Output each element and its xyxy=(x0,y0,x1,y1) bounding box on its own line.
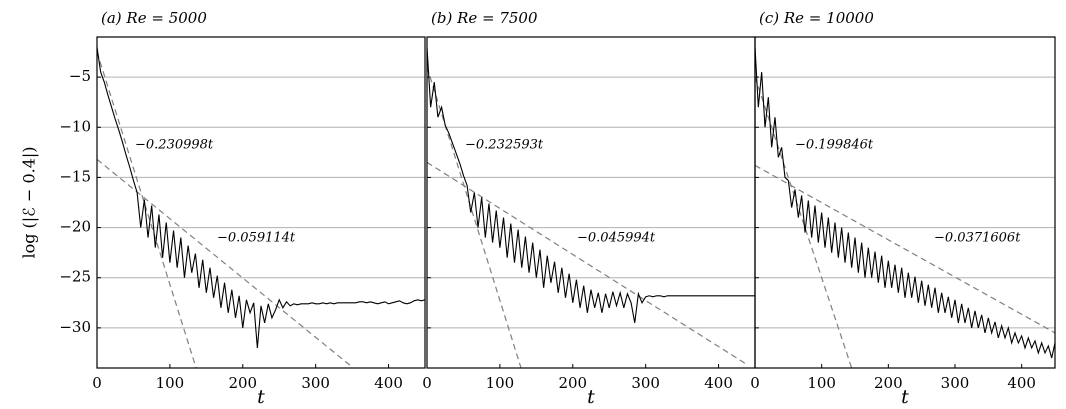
x-tick-label: 300 xyxy=(631,374,660,392)
fit-line xyxy=(427,66,522,368)
x-tick-label: 400 xyxy=(704,374,733,392)
x-axis-label: t xyxy=(587,386,595,408)
x-tick-label: 0 xyxy=(92,374,102,392)
y-tick-label: −5 xyxy=(69,67,91,85)
fit-label: −0.230998t xyxy=(135,138,214,153)
fit-line xyxy=(97,158,353,368)
x-tick-label: 200 xyxy=(874,374,903,392)
series-line xyxy=(755,46,1055,359)
plot-frame xyxy=(426,36,756,369)
x-tick-label: 400 xyxy=(374,374,403,392)
y-tick-label: −30 xyxy=(59,318,91,336)
plot-frame xyxy=(96,36,426,369)
x-axis-label: t xyxy=(901,386,909,408)
y-tick-label: −10 xyxy=(59,117,91,135)
y-tick-label: −15 xyxy=(59,167,91,185)
series-line xyxy=(97,46,425,348)
y-axis-label: log (|ℰ − 0.4|) xyxy=(20,146,39,258)
chart-title: (a) Re = 5000 xyxy=(101,9,207,27)
x-axis-label: t xyxy=(257,386,265,408)
fit-line xyxy=(755,164,1055,334)
fit-line xyxy=(755,76,853,368)
fit-line xyxy=(97,51,197,368)
fit-label: −0.0371606t xyxy=(934,231,1021,246)
chart-title: (c) Re = 10000 xyxy=(759,9,874,27)
plot-area xyxy=(755,46,1055,368)
y-tick-label: −20 xyxy=(59,218,91,236)
x-tick-label: 0 xyxy=(422,374,432,392)
fit-label: −0.045994t xyxy=(577,231,656,246)
x-tick-label: 300 xyxy=(941,374,970,392)
x-tick-label: 200 xyxy=(558,374,587,392)
y-tick-label: −25 xyxy=(59,268,91,286)
fit-label: −0.232593t xyxy=(465,138,544,153)
series-line xyxy=(427,46,755,323)
plot-area xyxy=(97,46,425,368)
x-tick-label: 300 xyxy=(301,374,330,392)
fit-label: −0.199846t xyxy=(795,138,874,153)
x-tick-label: 0 xyxy=(750,374,760,392)
plot-area xyxy=(427,46,755,368)
x-tick-label: 200 xyxy=(228,374,257,392)
fit-label: −0.059114t xyxy=(217,231,296,246)
x-tick-label: 100 xyxy=(807,374,836,392)
plot-frame xyxy=(754,36,1056,369)
x-tick-label: 100 xyxy=(156,374,185,392)
x-tick-label: 400 xyxy=(1007,374,1036,392)
x-tick-label: 100 xyxy=(486,374,515,392)
fit-line xyxy=(427,161,749,366)
chart-title: (b) Re = 7500 xyxy=(431,9,538,27)
